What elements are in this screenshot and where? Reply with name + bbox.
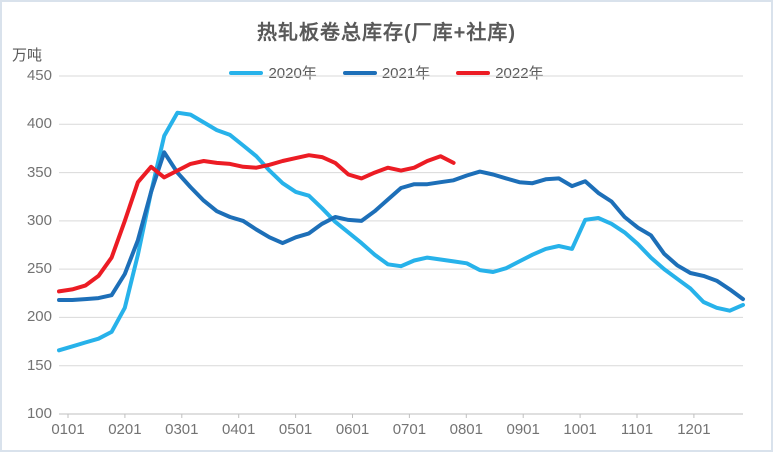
x-tick-label: 1001 (563, 421, 597, 438)
x-tick-label: 0901 (506, 421, 540, 438)
y-tick-label: 100 (26, 405, 52, 422)
y-tick-label: 400 (26, 115, 52, 133)
x-tick-label: 0401 (222, 421, 256, 438)
legend-item-2022: 2022年 (456, 62, 544, 83)
legend-item-2020: 2020年 (229, 62, 317, 83)
legend-swatch-2022 (456, 70, 491, 75)
legend-item-2021: 2021年 (342, 62, 431, 83)
x-tick-label: 0501 (278, 421, 313, 438)
chart-title: 热轧板卷总库存(厂库+社库) (257, 22, 516, 44)
x-tick-label: 0701 (392, 421, 427, 438)
y-tick-label: 150 (26, 356, 52, 374)
y-tick-label: 200 (26, 308, 52, 326)
x-tick-label: 0201 (108, 421, 142, 438)
y-tick-label: 450 (26, 67, 52, 84)
y-axis-unit-label: 万吨 (12, 47, 43, 64)
legend-label-2021: 2021年 (381, 65, 431, 82)
y-tick-label: 250 (26, 260, 52, 278)
legend-swatch-2021 (342, 70, 377, 75)
legend-swatch-2020 (229, 70, 264, 75)
x-tick-label: 1101 (620, 421, 654, 438)
x-tick-label: 0601 (335, 421, 370, 438)
series-line-2020年 (57, 110, 745, 353)
y-tick-label: 350 (26, 163, 52, 181)
y-tick-label: 300 (26, 211, 52, 229)
x-tick-label: 0801 (449, 421, 483, 438)
series-line-2021年 (57, 150, 745, 302)
legend: 2020年 2021年 2022年 (2, 62, 771, 83)
legend-label-2020: 2020年 (268, 65, 317, 82)
x-tick-label: 1201 (677, 421, 711, 438)
x-tick-label: 0101 (51, 421, 85, 438)
legend-label-2022: 2022年 (495, 65, 544, 82)
x-tick-label: 0301 (165, 421, 199, 438)
series-line-2022年 (57, 153, 456, 294)
